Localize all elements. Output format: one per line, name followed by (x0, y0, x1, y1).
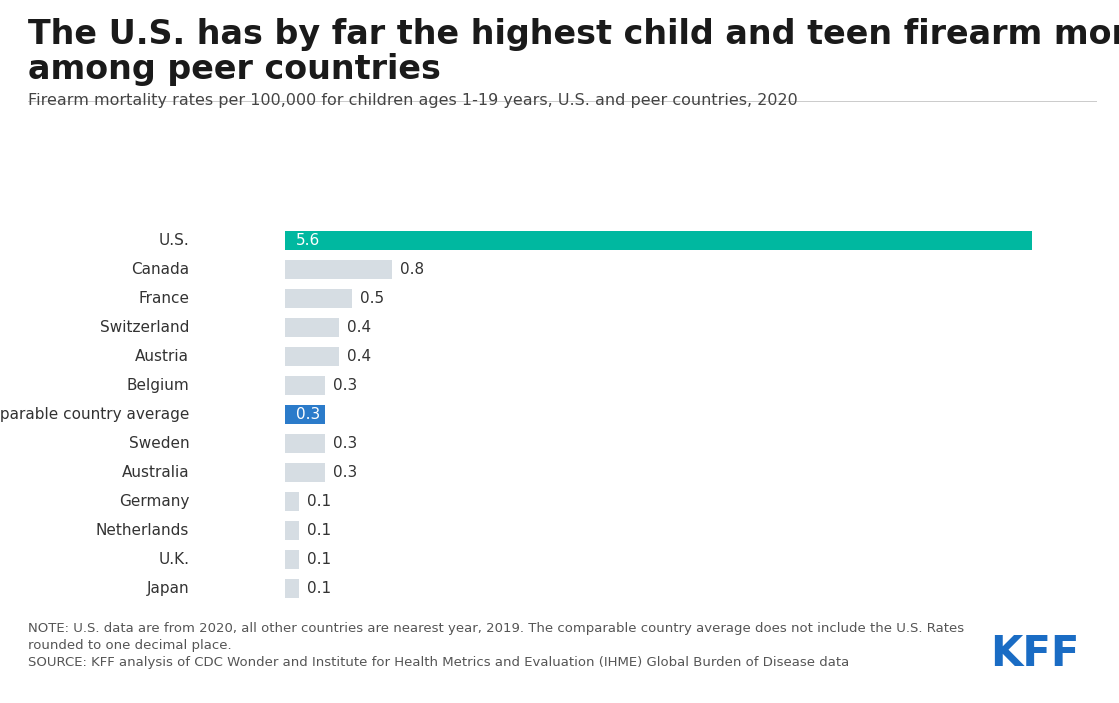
Bar (285, 550, 299, 569)
Bar (285, 290, 352, 309)
Text: Switzerland: Switzerland (100, 321, 189, 335)
Text: 0.1: 0.1 (307, 552, 331, 567)
Text: 0.3: 0.3 (333, 378, 358, 393)
Text: 0.5: 0.5 (360, 291, 384, 307)
Text: 0.4: 0.4 (347, 349, 370, 364)
Text: Belgium: Belgium (126, 378, 189, 393)
Text: Comparable country average: Comparable country average (0, 407, 189, 423)
Bar (285, 521, 299, 540)
Bar (285, 406, 326, 424)
Text: 0.8: 0.8 (399, 262, 424, 278)
Text: Germany: Germany (119, 494, 189, 509)
Text: France: France (139, 291, 189, 307)
Text: KFF: KFF (990, 633, 1080, 675)
Bar (285, 463, 326, 482)
Bar (285, 376, 326, 395)
Text: 0.1: 0.1 (307, 494, 331, 509)
Text: 0.4: 0.4 (347, 321, 370, 335)
Bar (285, 492, 299, 511)
Text: 0.3: 0.3 (333, 437, 358, 451)
Text: Canada: Canada (131, 262, 189, 278)
Text: Austria: Austria (135, 349, 189, 364)
Bar (285, 579, 299, 598)
Text: 0.1: 0.1 (307, 581, 331, 596)
Text: U.K.: U.K. (158, 552, 189, 567)
Text: 5.6: 5.6 (297, 233, 320, 248)
Bar (285, 260, 392, 279)
Text: Japan: Japan (147, 581, 189, 596)
Text: NOTE: U.S. data are from 2020, all other countries are nearest year, 2019. The c: NOTE: U.S. data are from 2020, all other… (28, 622, 965, 669)
Text: Australia: Australia (122, 465, 189, 480)
Text: 0.3: 0.3 (333, 465, 358, 480)
Text: Firearm mortality rates per 100,000 for children ages 1-19 years, U.S. and peer : Firearm mortality rates per 100,000 for … (28, 93, 798, 108)
Text: Netherlands: Netherlands (96, 523, 189, 538)
Text: The U.S. has by far the highest child and teen firearm mortality rate: The U.S. has by far the highest child an… (28, 18, 1119, 51)
Bar (285, 434, 326, 453)
Bar (285, 318, 339, 337)
Text: U.S.: U.S. (159, 233, 189, 248)
Text: among peer countries: among peer countries (28, 53, 441, 86)
Text: 0.3: 0.3 (297, 407, 320, 423)
Bar (285, 347, 339, 366)
Bar (285, 231, 1032, 250)
Text: Sweden: Sweden (129, 437, 189, 451)
Text: 0.1: 0.1 (307, 523, 331, 538)
